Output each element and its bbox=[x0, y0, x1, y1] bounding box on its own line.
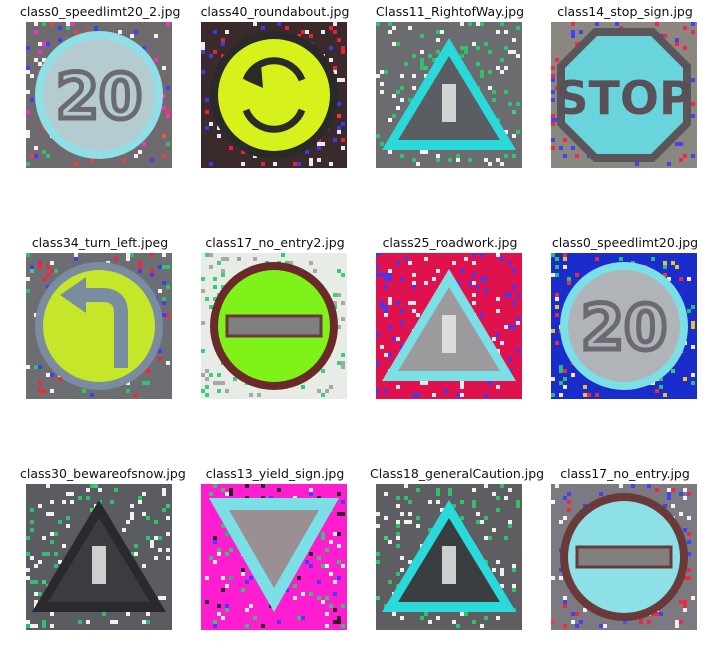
sign-image: 20 bbox=[551, 253, 697, 399]
image-title: class14_stop_sign.jpg bbox=[557, 4, 693, 19]
sign-image bbox=[551, 484, 697, 630]
sign-image bbox=[26, 253, 172, 399]
sign-image bbox=[376, 253, 522, 399]
svg-text:20: 20 bbox=[581, 291, 667, 364]
sign-image bbox=[376, 22, 522, 168]
image-title: Class18_generalCaution.jpg bbox=[370, 466, 545, 481]
sign-picture bbox=[551, 484, 697, 630]
image-title: class25_roadwork.jpg bbox=[382, 235, 518, 250]
image-title: class0_speedlimt20_2.jpg bbox=[20, 4, 181, 19]
sign-picture bbox=[201, 253, 347, 399]
sign-image: 20 bbox=[26, 22, 172, 168]
sign-image bbox=[376, 484, 522, 630]
sign-picture: STOP bbox=[551, 22, 697, 168]
svg-text:20: 20 bbox=[56, 60, 142, 133]
sign-picture bbox=[376, 484, 522, 630]
sign-picture bbox=[201, 22, 347, 168]
image-title: class17_no_entry2.jpg bbox=[205, 235, 345, 250]
sign-picture bbox=[376, 22, 522, 168]
sign-picture: 20 bbox=[26, 22, 172, 168]
image-title: class13_yield_sign.jpg bbox=[205, 466, 345, 481]
sign-image: STOP bbox=[551, 22, 697, 168]
image-title: class0_speedlimt20.jpg bbox=[551, 235, 699, 250]
image-title: class17_no_entry.jpg bbox=[560, 466, 690, 481]
sign-image bbox=[201, 484, 347, 630]
svg-text:STOP: STOP bbox=[555, 71, 692, 125]
image-title: class30_bewareofsnow.jpg bbox=[20, 466, 186, 481]
sign-image bbox=[201, 253, 347, 399]
sign-picture bbox=[26, 484, 172, 630]
image-title: class40_roundabout.jpg bbox=[200, 4, 350, 19]
image-title: class34_turn_left.jpeg bbox=[31, 235, 169, 250]
sign-picture bbox=[376, 253, 522, 399]
sign-image bbox=[201, 22, 347, 168]
sign-picture bbox=[26, 253, 172, 399]
sign-image bbox=[26, 484, 172, 630]
image-title: Class11_RightofWay.jpg bbox=[375, 4, 525, 19]
sign-picture: 20 bbox=[551, 253, 697, 399]
sign-picture bbox=[201, 484, 347, 630]
